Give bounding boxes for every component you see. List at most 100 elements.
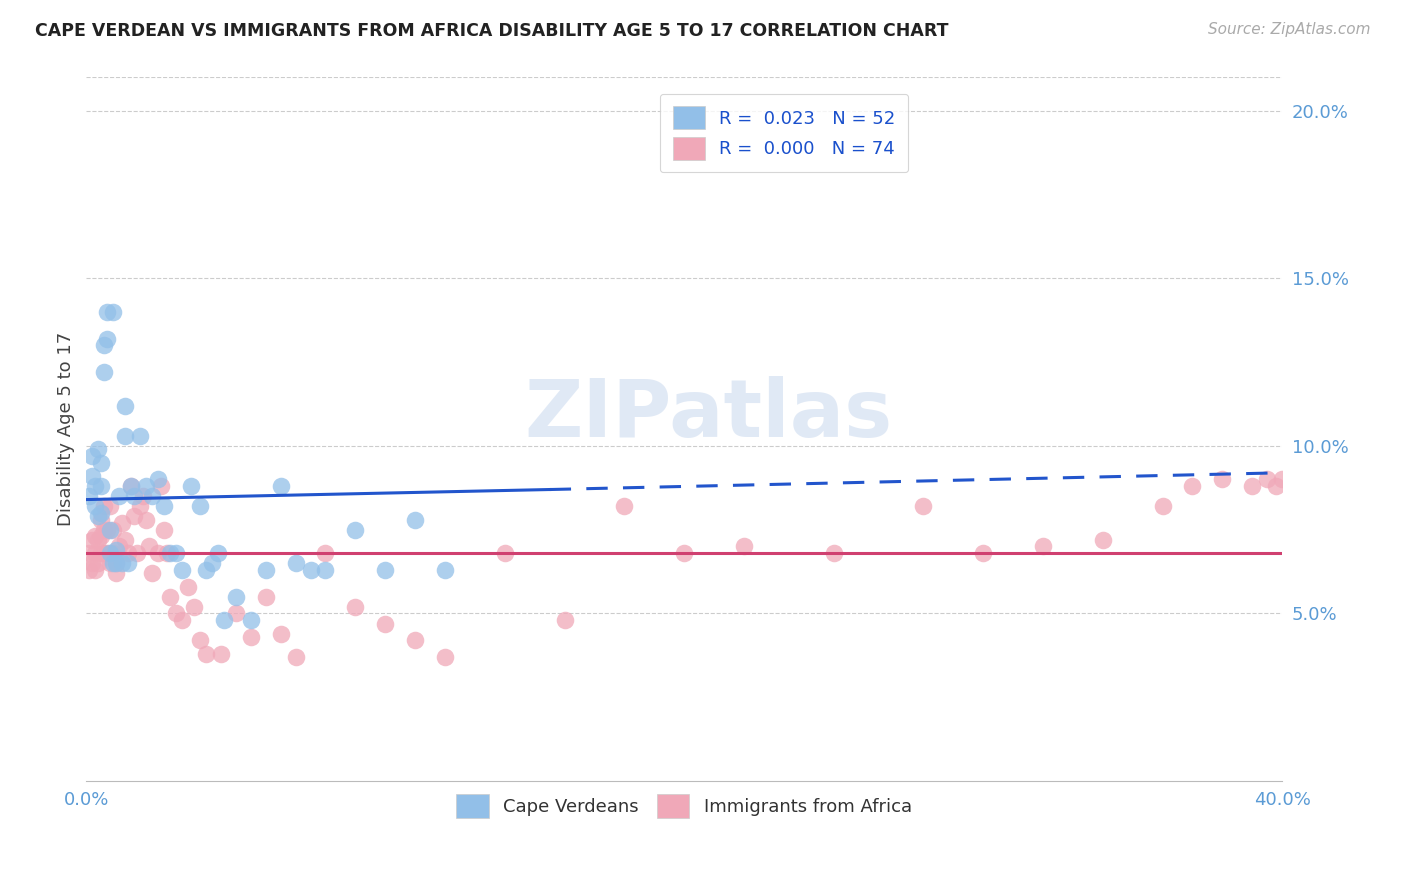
Point	[141, 489, 163, 503]
Point	[1032, 540, 1054, 554]
Point	[141, 566, 163, 581]
Point	[96, 546, 118, 560]
Point	[180, 479, 202, 493]
Point	[105, 566, 128, 581]
Point	[1265, 479, 1288, 493]
Point	[1181, 479, 1204, 493]
Point	[972, 546, 994, 560]
Point	[108, 540, 131, 554]
Text: CAPE VERDEAN VS IMMIGRANTS FROM AFRICA DISABILITY AGE 5 TO 17 CORRELATION CHART: CAPE VERDEAN VS IMMIGRANTS FROM AFRICA D…	[35, 22, 949, 40]
Point	[96, 332, 118, 346]
Point	[434, 650, 457, 665]
Point	[165, 546, 187, 560]
Point	[153, 523, 176, 537]
Point	[209, 647, 232, 661]
Point	[114, 399, 136, 413]
Point	[122, 509, 145, 524]
Point	[159, 546, 181, 560]
Point	[404, 513, 426, 527]
Point	[912, 500, 935, 514]
Point	[1211, 473, 1233, 487]
Point	[673, 546, 696, 560]
Point	[314, 546, 336, 560]
Point	[98, 556, 121, 570]
Point	[225, 590, 247, 604]
Point	[93, 523, 115, 537]
Text: ZIPatlas: ZIPatlas	[524, 376, 893, 454]
Point	[90, 479, 112, 493]
Point	[138, 540, 160, 554]
Point	[129, 429, 152, 443]
Point	[77, 489, 100, 503]
Point	[103, 556, 125, 570]
Point	[1152, 500, 1174, 514]
Point	[299, 563, 322, 577]
Point	[93, 365, 115, 379]
Point	[212, 613, 235, 627]
Point	[105, 556, 128, 570]
Point	[111, 556, 134, 570]
Point	[84, 546, 107, 560]
Point	[150, 479, 173, 493]
Point	[314, 563, 336, 577]
Point	[156, 546, 179, 560]
Point	[1271, 473, 1294, 487]
Point	[120, 479, 142, 493]
Legend: Cape Verdeans, Immigrants from Africa: Cape Verdeans, Immigrants from Africa	[449, 787, 920, 825]
Point	[165, 607, 187, 621]
Point	[84, 563, 107, 577]
Point	[733, 540, 755, 554]
Point	[77, 563, 100, 577]
Point	[98, 523, 121, 537]
Point	[105, 556, 128, 570]
Point	[82, 469, 104, 483]
Point	[127, 546, 149, 560]
Point	[87, 556, 110, 570]
Point	[82, 533, 104, 547]
Point	[284, 556, 307, 570]
Point	[93, 338, 115, 352]
Point	[90, 546, 112, 560]
Point	[207, 546, 229, 560]
Point	[114, 429, 136, 443]
Point	[194, 647, 217, 661]
Point	[254, 590, 277, 604]
Point	[374, 616, 396, 631]
Point	[146, 546, 169, 560]
Text: Source: ZipAtlas.com: Source: ZipAtlas.com	[1208, 22, 1371, 37]
Point	[93, 546, 115, 560]
Point	[114, 533, 136, 547]
Point	[87, 442, 110, 457]
Point	[284, 650, 307, 665]
Point	[159, 590, 181, 604]
Point	[98, 546, 121, 560]
Point	[96, 523, 118, 537]
Point	[494, 546, 516, 560]
Point	[105, 542, 128, 557]
Point	[374, 563, 396, 577]
Point	[98, 500, 121, 514]
Point	[153, 500, 176, 514]
Point	[170, 613, 193, 627]
Point	[90, 513, 112, 527]
Point	[82, 449, 104, 463]
Point	[135, 513, 157, 527]
Point	[239, 613, 262, 627]
Point	[239, 630, 262, 644]
Point	[270, 479, 292, 493]
Point	[103, 546, 125, 560]
Point	[90, 506, 112, 520]
Point	[135, 479, 157, 493]
Point	[1091, 533, 1114, 547]
Point	[129, 500, 152, 514]
Point	[194, 563, 217, 577]
Point	[344, 523, 367, 537]
Y-axis label: Disability Age 5 to 17: Disability Age 5 to 17	[58, 332, 75, 526]
Point	[270, 626, 292, 640]
Point	[254, 563, 277, 577]
Point	[225, 607, 247, 621]
Point	[117, 546, 139, 560]
Point	[93, 500, 115, 514]
Point	[77, 546, 100, 560]
Point	[201, 556, 224, 570]
